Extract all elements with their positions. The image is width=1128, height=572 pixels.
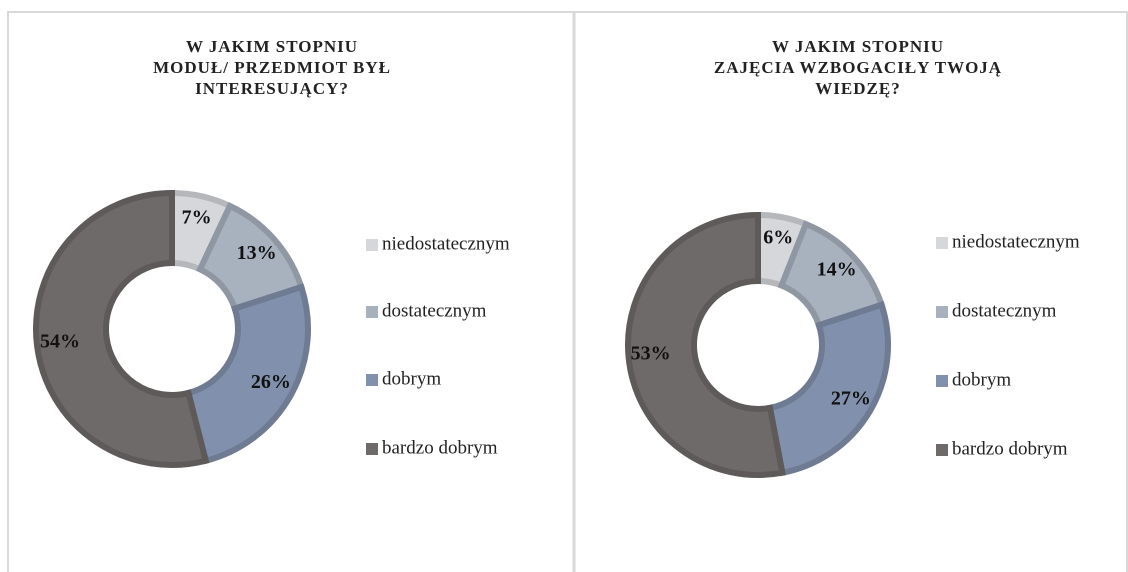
chart-title: W JAKIM STOPNIU xyxy=(772,37,944,56)
data-label: 26% xyxy=(251,371,291,393)
panel-border xyxy=(7,11,1128,572)
chart-title: MODUŁ/ PRZEDMIOT BYŁ xyxy=(153,58,391,77)
legend-swatch xyxy=(366,306,378,318)
slice xyxy=(766,301,891,477)
legend-swatch xyxy=(366,374,378,386)
legend-label: niedostatecznym xyxy=(382,233,510,254)
data-label: 14% xyxy=(817,259,857,281)
slice xyxy=(184,283,311,465)
legend-swatch xyxy=(366,239,378,251)
legend-label: bardzo dobrym xyxy=(382,437,498,458)
legend-swatch xyxy=(936,444,948,456)
data-label: 6% xyxy=(763,227,793,249)
chart-title: INTERESUJĄCY? xyxy=(195,79,349,98)
legend-swatch xyxy=(366,443,378,455)
chart-title: ZAJĘCIA WZBOGACIŁY TWOJĄ xyxy=(714,58,1002,77)
slice xyxy=(625,211,786,478)
legend-label: dobrym xyxy=(952,369,1011,390)
data-label: 53% xyxy=(631,343,671,365)
data-label: 54% xyxy=(40,331,80,353)
legend-swatch xyxy=(936,306,948,318)
chart-title: W JAKIM STOPNIU xyxy=(186,37,358,56)
data-label: 7% xyxy=(182,206,212,228)
slice xyxy=(33,189,210,468)
legend-label: dostatecznym xyxy=(952,300,1057,321)
legend-label: dostatecznym xyxy=(382,300,487,321)
legend-swatch xyxy=(936,237,948,249)
data-label: 27% xyxy=(831,388,871,410)
legend-label: dobrym xyxy=(382,368,441,389)
legend-label: bardzo dobrym xyxy=(952,438,1068,459)
legend-swatch xyxy=(936,375,948,387)
legend-label: niedostatecznym xyxy=(952,231,1080,252)
data-label: 13% xyxy=(237,242,277,264)
chart-title: WIEDZĘ? xyxy=(815,79,900,98)
